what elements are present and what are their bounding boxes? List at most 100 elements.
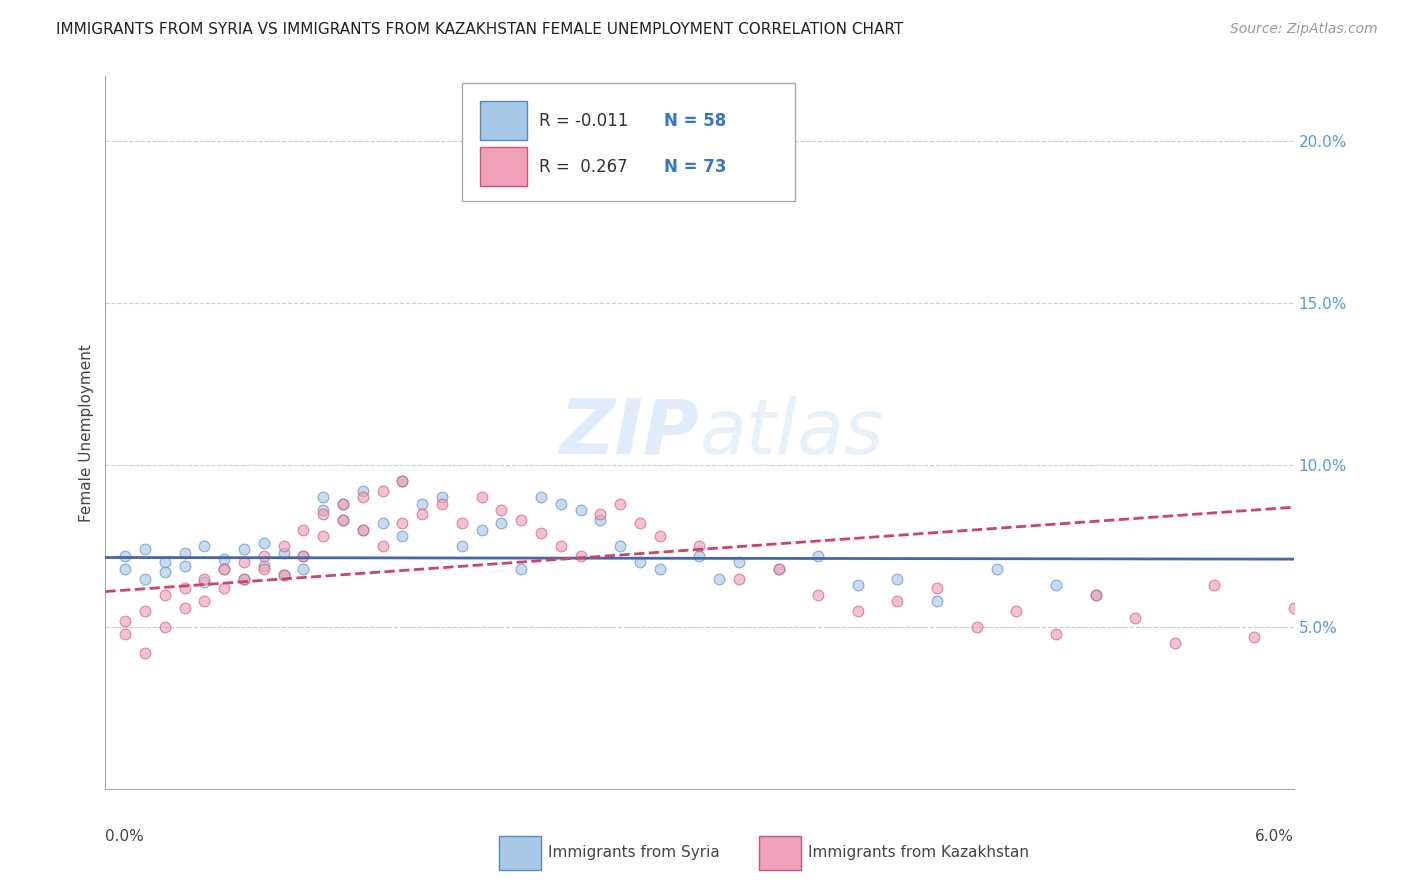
Text: IMMIGRANTS FROM SYRIA VS IMMIGRANTS FROM KAZAKHSTAN FEMALE UNEMPLOYMENT CORRELAT: IMMIGRANTS FROM SYRIA VS IMMIGRANTS FROM… [56,22,904,37]
Point [352,523,374,537]
Point [292,562,315,576]
Point [114,549,136,563]
Point [609,497,631,511]
Point [1243,630,1265,644]
Point [1204,578,1226,592]
Point [689,549,711,563]
Point [332,513,354,527]
Point [648,529,671,543]
Point [233,542,256,557]
Text: Source: ZipAtlas.com: Source: ZipAtlas.com [1230,22,1378,37]
Point [807,588,830,602]
Point [153,588,176,602]
Point [530,526,553,541]
Point [114,626,136,640]
Point [1322,588,1344,602]
Point [1045,578,1067,592]
Point [332,497,354,511]
Point [273,568,295,582]
Point [273,568,295,582]
Point [273,539,295,553]
Point [1123,610,1146,624]
Point [352,523,374,537]
FancyBboxPatch shape [461,83,794,201]
Point [430,491,453,505]
Point [253,558,276,573]
Point [114,614,136,628]
Point [233,572,256,586]
Point [312,529,335,543]
Point [648,562,671,576]
Point [510,513,533,527]
Point [966,620,988,634]
Text: Immigrants from Syria: Immigrants from Syria [548,846,720,860]
Point [391,516,413,531]
Point [312,507,335,521]
Point [292,549,315,563]
Point [371,483,394,498]
Point [233,555,256,569]
Point [352,491,374,505]
Point [768,562,790,576]
Point [986,562,1008,576]
Point [846,578,869,592]
Point [391,475,413,489]
Point [391,475,413,489]
Point [569,549,592,563]
Point [292,549,315,563]
Point [471,523,494,537]
Point [214,582,236,596]
Point [312,503,335,517]
Point [134,572,156,586]
Point [768,562,790,576]
Point [253,562,276,576]
Point [352,483,374,498]
Y-axis label: Female Unemployment: Female Unemployment [79,343,94,522]
Point [214,552,236,566]
Point [1164,636,1187,650]
Point [193,539,215,553]
Text: N = 58: N = 58 [664,112,725,129]
Point [332,497,354,511]
Point [450,539,472,553]
Point [491,516,513,531]
Point [193,574,215,589]
Text: N = 73: N = 73 [664,158,727,176]
Text: R = -0.011: R = -0.011 [538,112,628,129]
Point [134,646,156,660]
Point [1005,604,1028,618]
Point [273,546,295,560]
Point [430,497,453,511]
Point [491,503,513,517]
Point [153,620,176,634]
Point [728,555,751,569]
Point [411,497,433,511]
Point [292,523,315,537]
Text: 0.0%: 0.0% [105,829,145,844]
Point [569,503,592,517]
Point [371,516,394,531]
Point [134,604,156,618]
Point [1084,588,1107,602]
Point [589,507,612,521]
Point [193,594,215,608]
FancyBboxPatch shape [479,147,527,186]
Point [134,542,156,557]
Point [391,529,413,543]
Point [628,516,651,531]
Point [728,572,751,586]
Point [173,546,195,560]
Point [153,565,176,579]
Text: atlas: atlas [700,396,884,469]
Point [371,539,394,553]
Point [807,549,830,563]
Point [550,539,572,553]
Point [1045,626,1067,640]
Point [1084,588,1107,602]
Point [411,507,433,521]
Point [689,539,711,553]
Text: 6.0%: 6.0% [1254,829,1294,844]
Point [312,491,335,505]
Point [886,572,908,586]
Point [1282,600,1305,615]
